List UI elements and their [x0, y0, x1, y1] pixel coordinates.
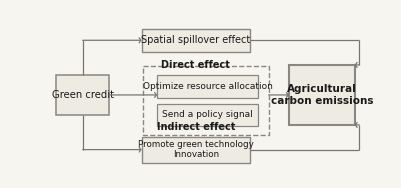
Text: Send a policy signal: Send a policy signal: [162, 111, 253, 119]
Text: Indirect effect: Indirect effect: [157, 122, 235, 132]
Text: Optimize resource allocation: Optimize resource allocation: [142, 82, 272, 91]
Text: Direct effect: Direct effect: [161, 60, 230, 70]
Bar: [142, 136, 250, 163]
Bar: [157, 75, 258, 98]
Text: Promote green technology
Innovation: Promote green technology Innovation: [138, 140, 254, 159]
Bar: [142, 29, 250, 52]
Bar: [143, 66, 269, 135]
Text: Green credit: Green credit: [52, 90, 113, 100]
Bar: [56, 75, 109, 115]
Bar: [157, 104, 258, 126]
Text: Spatial spillover effect: Spatial spillover effect: [141, 35, 251, 45]
Text: Agricultural
carbon emissions: Agricultural carbon emissions: [271, 84, 373, 106]
Bar: [289, 65, 355, 125]
